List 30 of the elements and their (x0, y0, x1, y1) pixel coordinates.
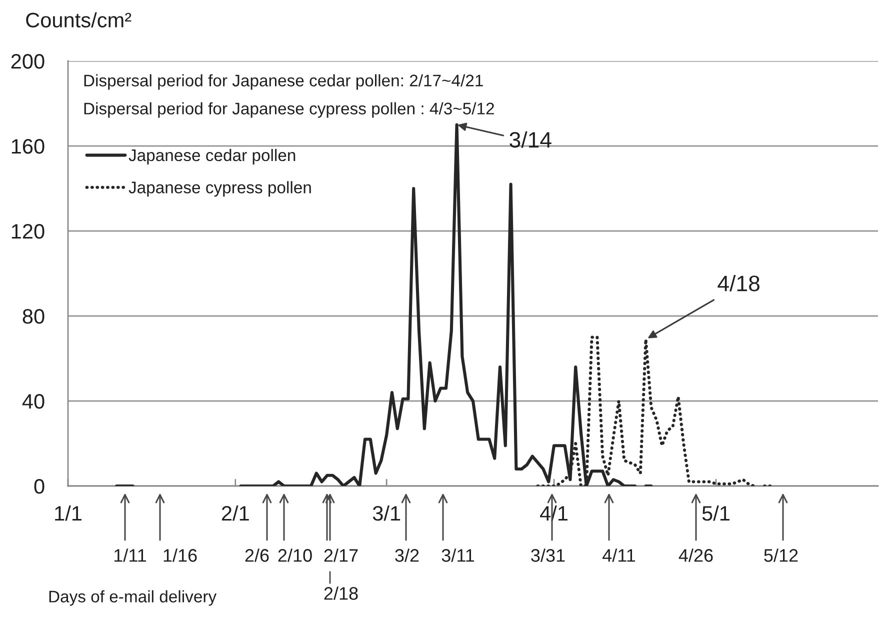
text: 4/26 (678, 548, 713, 562)
text: 2/18 (324, 586, 358, 600)
y-axis-title: Counts/cm² (26, 12, 132, 28)
text: 4/11 (602, 548, 636, 562)
x-tick-label: 3/1 (372, 505, 400, 521)
y-tick-label: 0 (34, 479, 44, 494)
y-tick-label: 200 (11, 54, 44, 69)
y-tick-label: 80 (22, 309, 44, 324)
y-tick-label: 40 (22, 394, 44, 409)
text: 3/31 (531, 548, 565, 562)
annotation: 4/18 (718, 275, 760, 292)
text: 5/12 (764, 548, 798, 562)
annotation: Dispersal period for Japanese cedar pollen: 2/17~4/21 (84, 74, 483, 90)
x-tick-label: 5/1 (702, 505, 730, 521)
text: 3/11 (442, 548, 474, 562)
y-tick-label: 160 (12, 139, 44, 154)
legend-label: Japanese cedar pollen (128, 148, 296, 164)
x-tick-label: 1/1 (55, 505, 82, 521)
text: 2/17 (324, 548, 358, 562)
text: 2/6 (245, 548, 269, 562)
legend-label: Japanese cypress pollen (128, 181, 311, 197)
text: Days of e-mail delivery (49, 590, 217, 606)
annotation: Dispersal period for Japanese cypress pollen : 4/3~5/12 (84, 102, 494, 118)
text: 1/16 (164, 548, 197, 562)
text: 1/11 (114, 548, 146, 562)
text: 2/10 (278, 548, 312, 562)
annotation: 3/14 (510, 131, 552, 148)
text: 3/2 (395, 548, 419, 562)
y-tick-label: 120 (12, 224, 44, 239)
x-tick-label: 2/1 (222, 505, 249, 521)
